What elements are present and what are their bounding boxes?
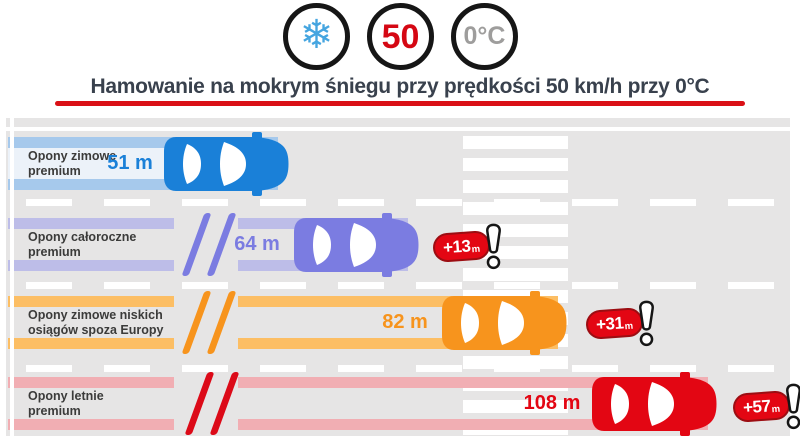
bar-stripe — [8, 260, 174, 271]
speed-value: 50 — [381, 17, 420, 56]
road: Opony zimowe premium 51 m Opony całoroczne… — [6, 118, 800, 436]
lane-divider — [26, 199, 784, 206]
exclamation-icon — [486, 223, 501, 270]
tyre-label-line: Opony letnie — [28, 388, 104, 403]
badge-text: m — [771, 403, 781, 415]
page-title: Hamowanie na mokrym śniegu przy prędkośc… — [90, 75, 710, 98]
bar-stripe — [8, 179, 278, 190]
road-edge-line — [6, 127, 790, 131]
bar-stripe — [8, 137, 278, 148]
tyre-label-line: osiągów spoza Europy — [28, 322, 164, 337]
tyre-label-line: premium — [28, 403, 81, 418]
braking-distance-bar — [8, 377, 174, 430]
distance-value: 108 m — [523, 392, 581, 414]
distance-value: 82 m — [382, 311, 428, 333]
badge-text: +13 — [442, 235, 472, 257]
tyre-type-label: Opony zimowe premium — [28, 137, 178, 190]
bar-stripe — [8, 419, 174, 430]
tyre-label-line: premium — [28, 244, 81, 259]
tyre-label-line: Opony zimowe — [28, 148, 117, 163]
exclamation-icon — [639, 300, 654, 347]
bar-stripe — [238, 377, 708, 388]
bar-break-slash — [209, 372, 240, 435]
bar-break-slash — [181, 291, 212, 354]
braking-distance-bar — [8, 296, 174, 349]
bar-stripe — [8, 377, 174, 388]
distance-value: 64 m — [234, 233, 280, 255]
badge-text: m — [624, 320, 634, 332]
badge-text: m — [471, 243, 481, 255]
bar-stripe — [238, 419, 708, 430]
snowflake-icon: ❄ — [299, 12, 334, 57]
snowflake-sign: ❄ — [283, 3, 350, 70]
temperature-sign: 0°C — [451, 3, 518, 70]
tyre-label-line: premium — [28, 163, 81, 178]
title-underline — [55, 101, 745, 106]
speed-limit-sign: 50 — [367, 3, 434, 70]
braking-distance-bar — [238, 296, 558, 349]
braking-distance-bar — [238, 377, 708, 430]
car-icon — [442, 291, 567, 355]
tyre-label-line: Opony zimowe niskich — [28, 307, 163, 322]
car-icon — [164, 132, 289, 196]
tyre-label-line: Opony całoroczne — [28, 229, 137, 244]
bar-stripe — [8, 296, 174, 307]
tyre-type-label: Opony całoroczne premium — [28, 218, 178, 271]
lane-divider — [26, 365, 784, 372]
bar-stripe — [8, 338, 174, 349]
car-icon — [294, 213, 419, 277]
temperature-value: 0°C — [463, 22, 506, 50]
exclamation-icon — [786, 383, 800, 430]
bar-break-slash — [206, 291, 237, 354]
car-icon — [592, 372, 717, 436]
bar-stripe — [238, 338, 558, 349]
bar-stripe — [8, 218, 174, 229]
distance-value: 51 m — [107, 152, 153, 174]
lane-divider — [26, 282, 784, 289]
braking-distance-bar — [8, 218, 174, 271]
tyre-type-label: Opony letnie premium — [28, 377, 178, 430]
tyre-type-label: Opony zimowe niskich osiągów spoza Europy — [28, 296, 178, 349]
bar-break-slash — [184, 372, 215, 435]
road-edge-line — [10, 118, 14, 436]
badge-text: +57 — [742, 395, 772, 417]
bar-stripe — [238, 296, 558, 307]
badge-text: +31 — [595, 312, 625, 334]
